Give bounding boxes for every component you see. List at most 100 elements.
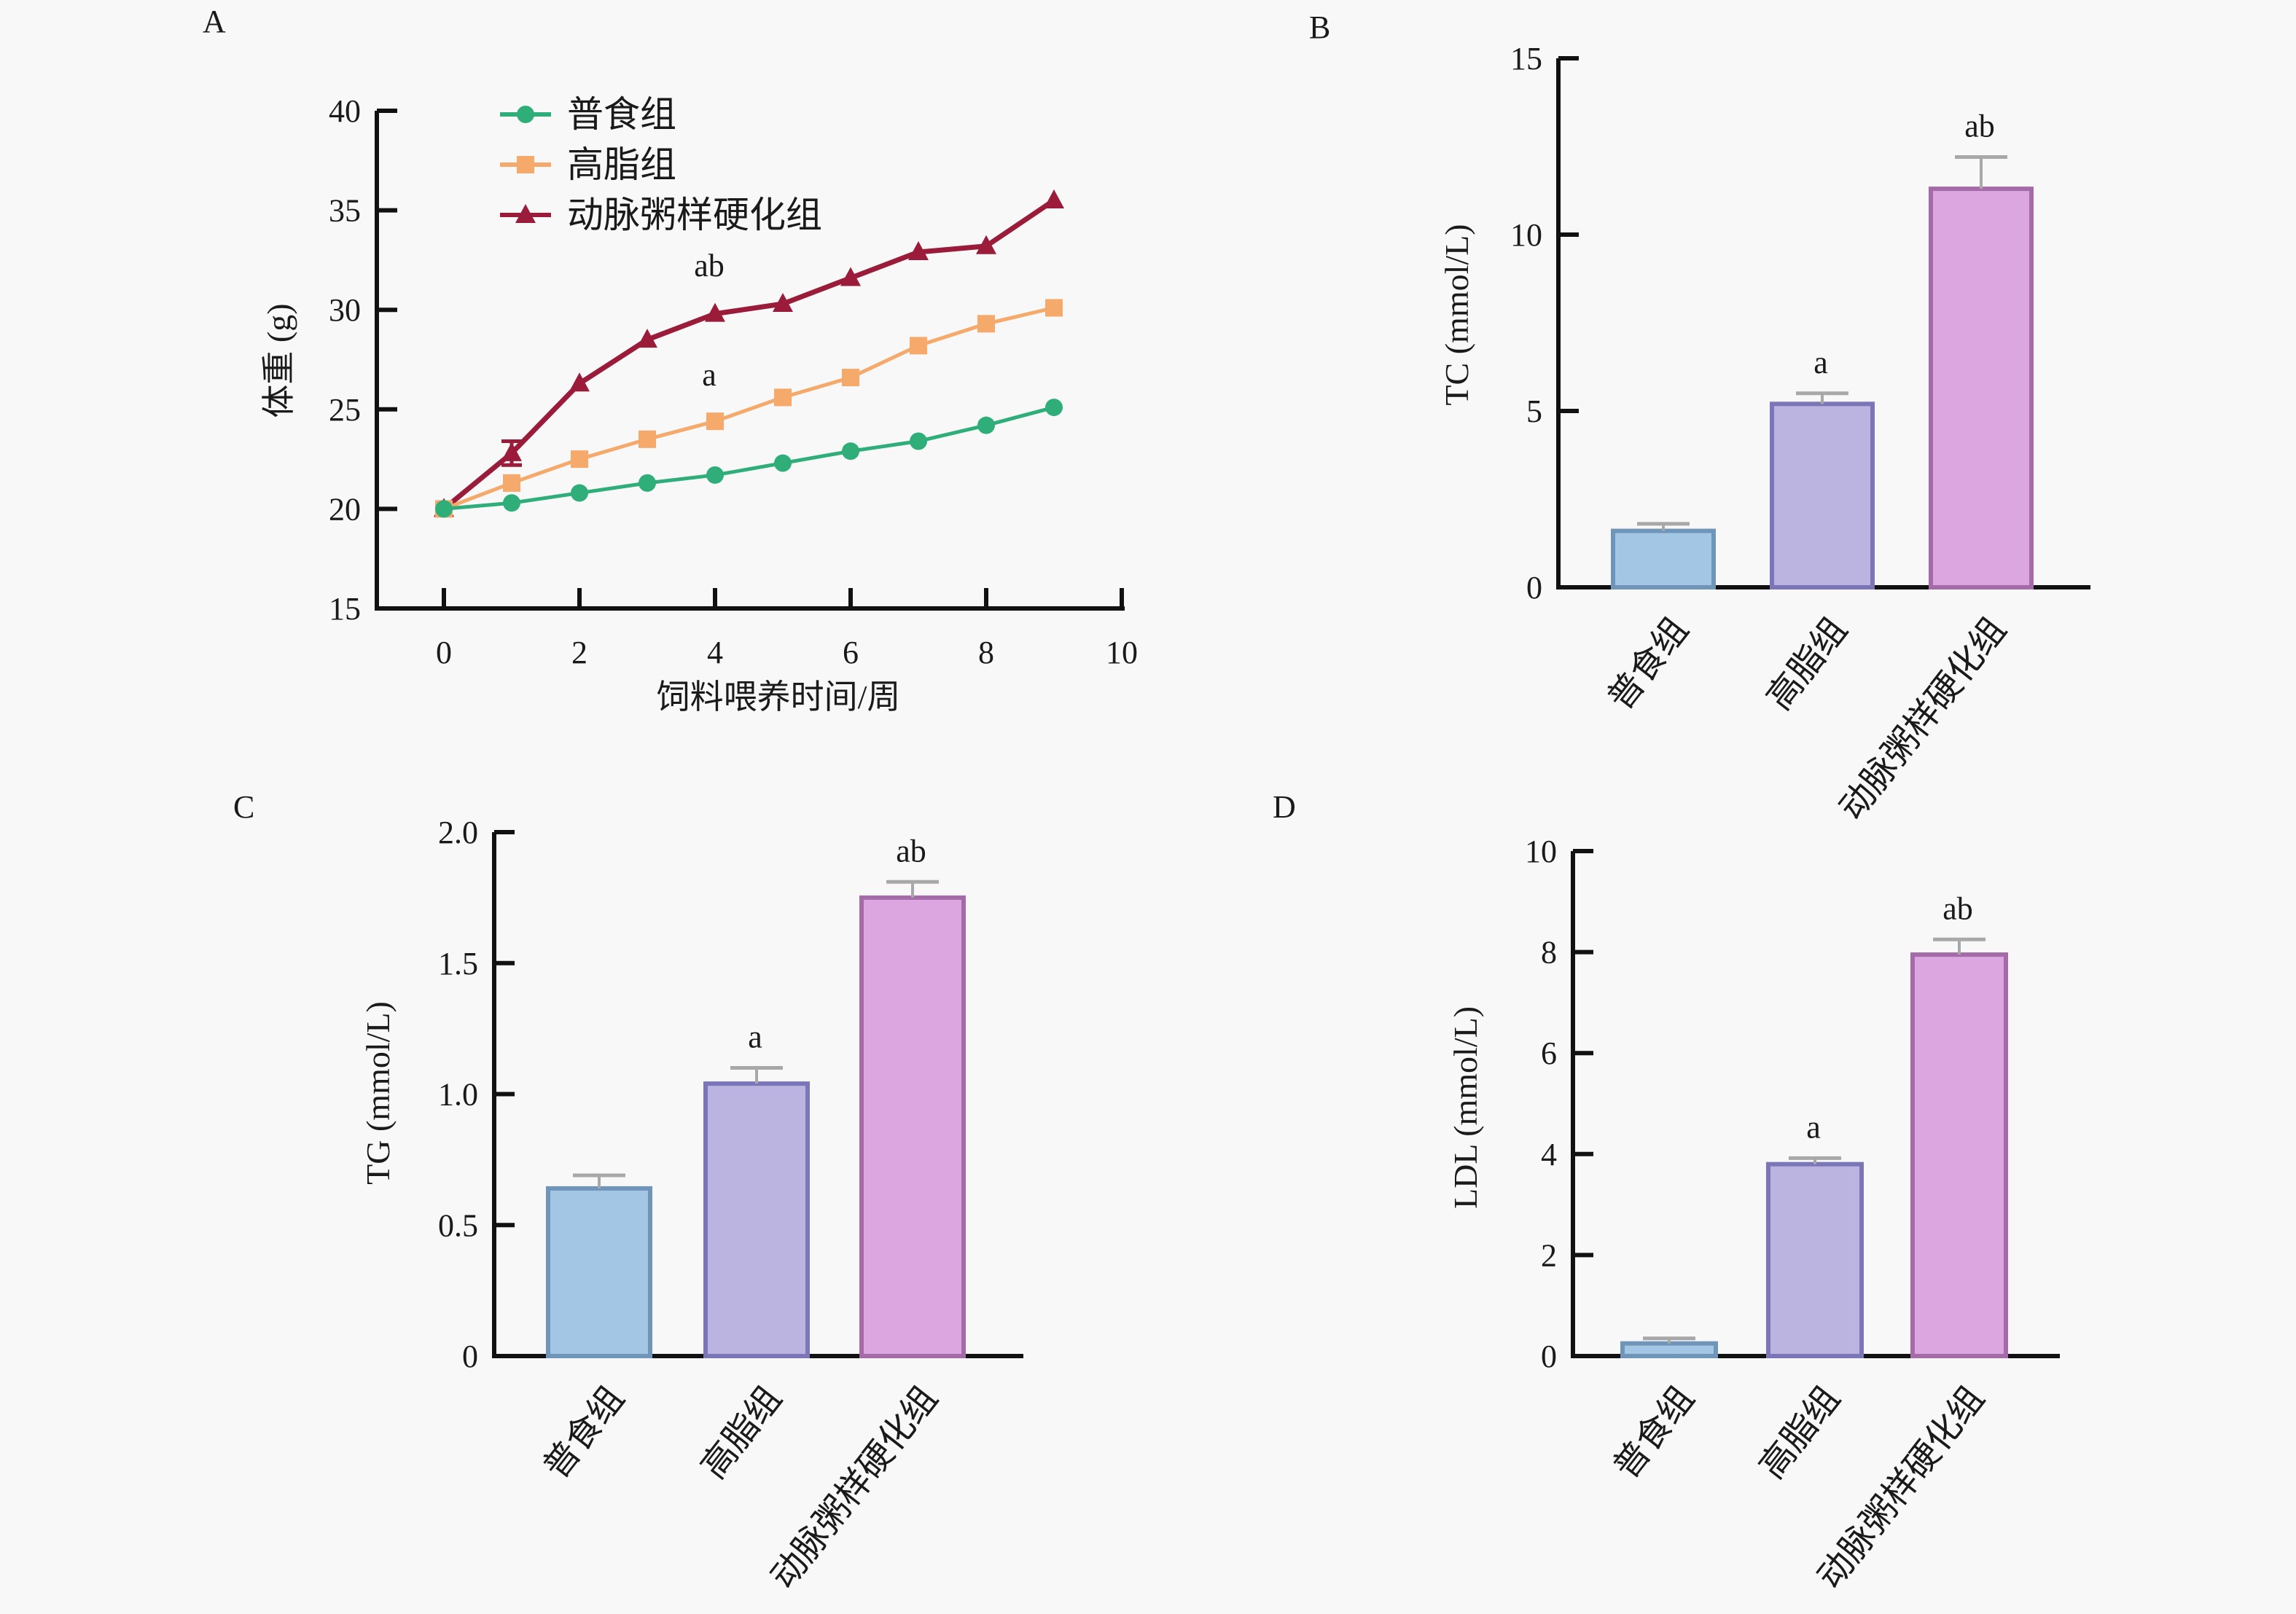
panel-a-y-tick-label: 35: [329, 193, 361, 229]
panel-d-bar-as: [1910, 952, 2008, 1358]
panel-a-point-as: [637, 329, 657, 348]
panel-letter-d: D: [1273, 789, 1296, 825]
panel-c-sig-label-as: ab: [896, 833, 926, 869]
panel-a-point-normal: [435, 500, 453, 518]
panel-a-annotation-ab: ab: [694, 248, 725, 283]
panel-a-line-highfat: [443, 306, 1055, 511]
panel-b-category-label-as: 动脉粥样硬化组: [1832, 611, 2014, 827]
panel-a-point-as: [1044, 189, 1064, 208]
panel-c-sig-label-highfat: a: [748, 1019, 762, 1055]
panel-letter-a: A: [203, 4, 226, 39]
panel-a-point-normal: [1045, 399, 1063, 417]
panel-d-y-tick-label: 0: [1541, 1339, 1557, 1374]
legend-marker-highfat: [517, 156, 534, 173]
legend-marker-normal: [517, 106, 534, 123]
panel-a-y-tick-label: 30: [329, 292, 361, 328]
panel-a-point-normal: [910, 432, 927, 450]
panel-a-x-tick-label: 2: [571, 635, 587, 670]
panel-b-y-tick-label: 15: [1510, 41, 1542, 77]
panel-d-y-tick-label: 4: [1541, 1137, 1557, 1172]
panel-b-y-tick-label: 10: [1510, 217, 1542, 253]
panel-d-sig-label-highfat: a: [1806, 1109, 1821, 1145]
panel-d-y-axis-title: LDL (mmol/L): [1447, 1006, 1484, 1209]
panel-c-y-tick-label: 0.5: [438, 1207, 478, 1243]
panel-a-point-as: [908, 240, 929, 260]
panel-a-point-normal: [571, 484, 588, 502]
panel-b-y-axis-title: TC (mmol/L): [1438, 224, 1475, 405]
panel-a-point-as: [705, 302, 725, 322]
legend-label-highfat: 高脂组: [567, 144, 676, 185]
panel-a-point-as: [569, 372, 590, 392]
panel-a-point-normal: [842, 442, 859, 461]
panel-a-point-normal: [977, 416, 995, 434]
panel-c-category-label-as: 动脉粥样硬化组: [764, 1379, 945, 1596]
panel-a-point-highfat: [1045, 299, 1063, 317]
panel-b-bar-normal: [1611, 528, 1716, 589]
panel-a-point-highfat: [639, 430, 656, 448]
panel-c-bar-normal: [546, 1186, 652, 1359]
panel-a-point-highfat: [910, 337, 927, 355]
panel-letter-c: C: [233, 789, 254, 825]
panel-a-point-as: [976, 235, 996, 254]
panel-a-y-tick-label: 25: [329, 392, 361, 428]
panel-a-line-as: [442, 198, 1055, 512]
panel-a-point-normal: [503, 494, 520, 512]
panel-b-sig-label-highfat: a: [1813, 345, 1828, 380]
panel-b-bar-chart: 0 5 10 15 普食组 a 高脂组 ab 动脉粥样硬化组 TC (mmol/L): [1438, 41, 2090, 828]
panel-c-category-label-normal: 普食组: [536, 1379, 631, 1486]
panel-b-plot: 0 5 10 15 普食组 a 高脂组 ab 动脉粥样硬化组: [1510, 41, 2090, 828]
panel-c-bar-highfat: [703, 1081, 810, 1358]
panel-a-point-normal: [774, 454, 792, 472]
legend-label-normal: 普食组: [567, 94, 676, 135]
panel-d-y-tick-label: 10: [1525, 834, 1557, 869]
panel-a-point-as: [773, 293, 793, 313]
panel-a-point-normal: [639, 474, 656, 492]
panel-c-category-label-highfat: 高脂组: [694, 1379, 789, 1486]
panel-b-bar-highfat: [1770, 401, 1875, 589]
panel-a-point-highfat: [977, 315, 995, 333]
panel-c-y-axis-title: TG (mmol/L): [359, 1001, 397, 1185]
panel-c-plot: 0 0.5 1.0 1.5 2.0 普食组 a 高脂组 ab 动脉粥样硬化组: [438, 815, 1023, 1597]
panel-b-category-label-normal: 普食组: [1601, 611, 1695, 717]
panel-a-line-normal: [443, 405, 1055, 511]
panel-a-x-axis-title: 饲料喂养时间/周: [657, 678, 901, 716]
panel-b-y-tick-label: 5: [1526, 393, 1542, 429]
panel-a-point-normal: [706, 466, 724, 484]
panel-d-y-tick-label: 6: [1541, 1035, 1557, 1071]
panel-c-y-tick-label: 0: [462, 1339, 478, 1374]
panel-a-axes: 15 20 25 30 35 40 0 2 4 6 8 10: [329, 93, 1138, 670]
panel-a-x-tick-label: 0: [436, 635, 452, 670]
panel-d-category-label-normal: 普食组: [1606, 1379, 1701, 1486]
panel-d-sig-label-as: ab: [1942, 890, 1973, 926]
panel-d-y-tick-label: 8: [1541, 935, 1557, 971]
panel-a-point-as: [501, 442, 522, 461]
panel-a-point-highfat: [842, 369, 859, 387]
panel-a-point-as: [840, 267, 861, 286]
panel-b-category-label-highfat: 高脂组: [1760, 611, 1854, 717]
panel-c-y-tick-label: 1.0: [438, 1077, 478, 1113]
panel-d-y-tick-label: 2: [1541, 1237, 1557, 1273]
panel-a-y-axis-title: 体重 (g): [260, 303, 297, 418]
panel-d-category-label-highfat: 高脂组: [1752, 1379, 1847, 1486]
panel-a-y-tick-label: 20: [329, 491, 361, 527]
panel-b-bar-as: [1929, 187, 2034, 589]
legend-marker-as: [515, 204, 536, 223]
panel-a-x-tick-label: 10: [1106, 635, 1138, 670]
panel-a-series: [434, 189, 1064, 518]
panel-a-x-tick-label: 6: [843, 635, 859, 670]
panel-a-annotation-a: a: [702, 357, 716, 393]
panel-c-y-tick-label: 1.5: [438, 946, 478, 982]
panel-c-bar-as: [859, 895, 966, 1358]
panel-c-bar-chart: 0 0.5 1.0 1.5 2.0 普食组 a 高脂组 ab 动脉粥样硬化组 TG (mmol/L…: [359, 815, 1023, 1597]
panel-a-point-highfat: [503, 474, 520, 492]
panel-b-y-tick-label: 0: [1526, 570, 1542, 606]
panel-letter-b: B: [1309, 9, 1330, 45]
panel-a-x-tick-label: 8: [978, 635, 994, 670]
panel-a-y-tick-label: 15: [329, 591, 361, 627]
panel-a-point-highfat: [706, 412, 724, 431]
